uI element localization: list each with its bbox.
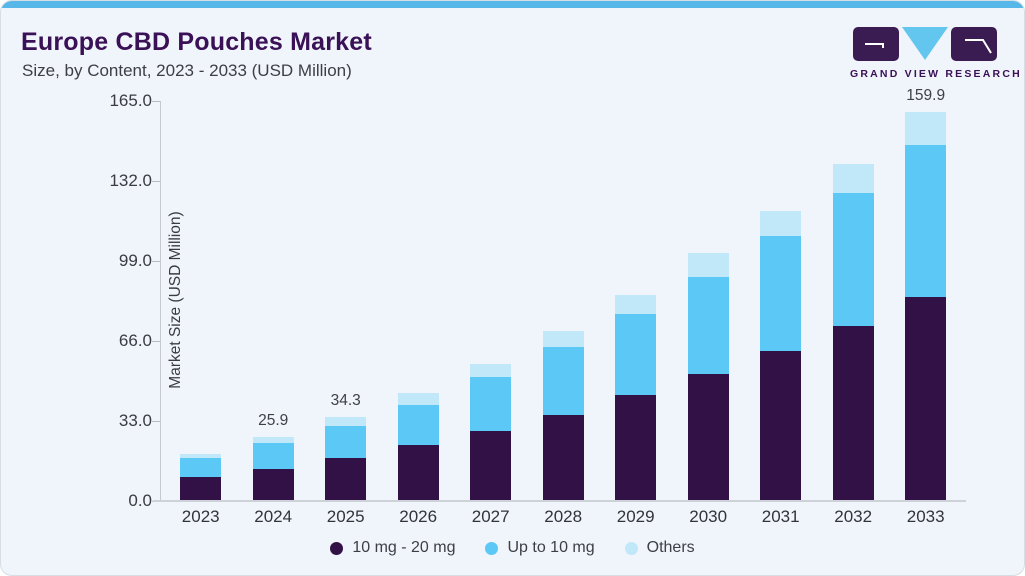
x-axis-line xyxy=(153,500,966,502)
x-tick-label: 2032 xyxy=(834,507,873,526)
bar-segment xyxy=(687,253,729,277)
stacked-bar-2025 xyxy=(325,416,367,500)
y-tick-label: 33.0 xyxy=(118,411,152,430)
y-tick-mark xyxy=(152,421,160,422)
bar-total-label: 159.9 xyxy=(906,87,946,105)
stacked-bar-2026 xyxy=(397,392,439,500)
bar-segment xyxy=(252,443,294,469)
stacked-bar-2027 xyxy=(470,363,512,500)
logo-brand-text: GRAND VIEW RESEARCH xyxy=(850,68,1022,80)
bar-segment xyxy=(252,468,294,500)
bar-segment xyxy=(760,236,802,351)
y-tick-label: 99.0 xyxy=(118,251,152,270)
bar-segment xyxy=(397,392,439,405)
bar-segment xyxy=(832,325,874,500)
bar-segment xyxy=(905,145,947,298)
bar-segment xyxy=(905,112,947,146)
legend-item: Up to 10 mg xyxy=(485,539,595,557)
legend-item: Others xyxy=(624,539,695,557)
stacked-bar-2028 xyxy=(542,330,584,500)
bar-segment xyxy=(542,414,584,500)
stacked-bar-2029 xyxy=(615,295,657,500)
stacked-bar-2023 xyxy=(180,453,222,500)
chart-legend: 10 mg - 20 mg Up to 10 mg Others xyxy=(1,539,1024,557)
logo-r-icon xyxy=(951,27,997,61)
y-tick-mark xyxy=(152,101,160,102)
legend-label: Up to 10 mg xyxy=(507,539,595,556)
bar-segment xyxy=(687,276,729,375)
x-tick-label: 2025 xyxy=(326,507,365,526)
bar-total-label: 34.3 xyxy=(330,391,361,409)
page-title: Europe CBD Pouches Market xyxy=(21,28,372,56)
legend-label: 10 mg - 20 mg xyxy=(352,539,456,556)
bar-segment xyxy=(397,445,439,500)
bar-segment xyxy=(180,477,222,500)
bar-segment xyxy=(542,330,584,348)
x-tick-label: 2024 xyxy=(254,507,293,526)
logo-g-icon xyxy=(853,27,899,61)
chart-plot-area: Market Size (USD Million) 165.0 132.0 99.0… xyxy=(109,87,966,526)
stacked-bar-2031 xyxy=(760,211,802,500)
x-tick-label: 2030 xyxy=(689,507,728,526)
y-axis-title: Market Size (USD Million) xyxy=(167,211,184,389)
bar-segment xyxy=(832,193,874,326)
legend-item: 10 mg - 20 mg xyxy=(330,539,455,557)
bar-segment xyxy=(905,297,947,500)
y-tick-mark xyxy=(152,261,160,262)
y-tick-label: 132.0 xyxy=(109,171,152,190)
bar-segment xyxy=(760,211,802,237)
bar-segment xyxy=(687,374,729,500)
bar-segment xyxy=(397,404,439,446)
bar-segment xyxy=(615,313,657,396)
x-tick-label: 2023 xyxy=(181,507,220,526)
logo-glyphs xyxy=(850,27,1000,63)
y-tick-label: 165.0 xyxy=(109,91,152,110)
bar-segment xyxy=(325,425,367,459)
x-tick-label: 2028 xyxy=(544,507,583,526)
bar-segment xyxy=(470,376,512,431)
y-tick-label: 0.0 xyxy=(128,491,152,510)
grand-view-research-logo: GRAND VIEW RESEARCH xyxy=(850,27,1022,80)
stacked-bar-2032 xyxy=(832,164,874,500)
stacked-bar-2030 xyxy=(687,253,729,500)
top-accent-bar xyxy=(1,1,1024,8)
bar-segment xyxy=(615,395,657,500)
x-tick-label: 2033 xyxy=(906,507,945,526)
stacked-bar-2024 xyxy=(252,437,294,500)
x-tick-label: 2027 xyxy=(471,507,510,526)
x-tick-label: 2029 xyxy=(616,507,655,526)
bar-segment xyxy=(470,363,512,377)
stacked-bar-2033 xyxy=(905,112,947,500)
bar-segment xyxy=(542,347,584,415)
bar-segment xyxy=(180,458,222,478)
legend-dot-icon xyxy=(330,541,344,555)
bar-segment xyxy=(760,350,802,500)
legend-dot-icon xyxy=(624,541,638,555)
bar-segment xyxy=(470,430,512,500)
bar-segment xyxy=(832,164,874,194)
bar-segment xyxy=(325,458,367,500)
x-tick-label: 2026 xyxy=(399,507,438,526)
bar-segment xyxy=(615,295,657,314)
page-subtitle: Size, by Content, 2023 - 2033 (USD Milli… xyxy=(22,61,352,80)
bar-segment xyxy=(252,437,294,444)
legend-dot-icon xyxy=(485,541,499,555)
y-tick-mark xyxy=(152,181,160,182)
logo-v-icon xyxy=(902,27,948,60)
bar-segment xyxy=(180,453,222,459)
x-tick-label: 2031 xyxy=(761,507,800,526)
y-tick-label: 66.0 xyxy=(118,331,152,350)
legend-label: Others xyxy=(646,539,695,556)
bar-segment xyxy=(325,416,367,426)
y-tick-mark xyxy=(152,341,160,342)
bar-total-label: 25.9 xyxy=(258,412,289,430)
